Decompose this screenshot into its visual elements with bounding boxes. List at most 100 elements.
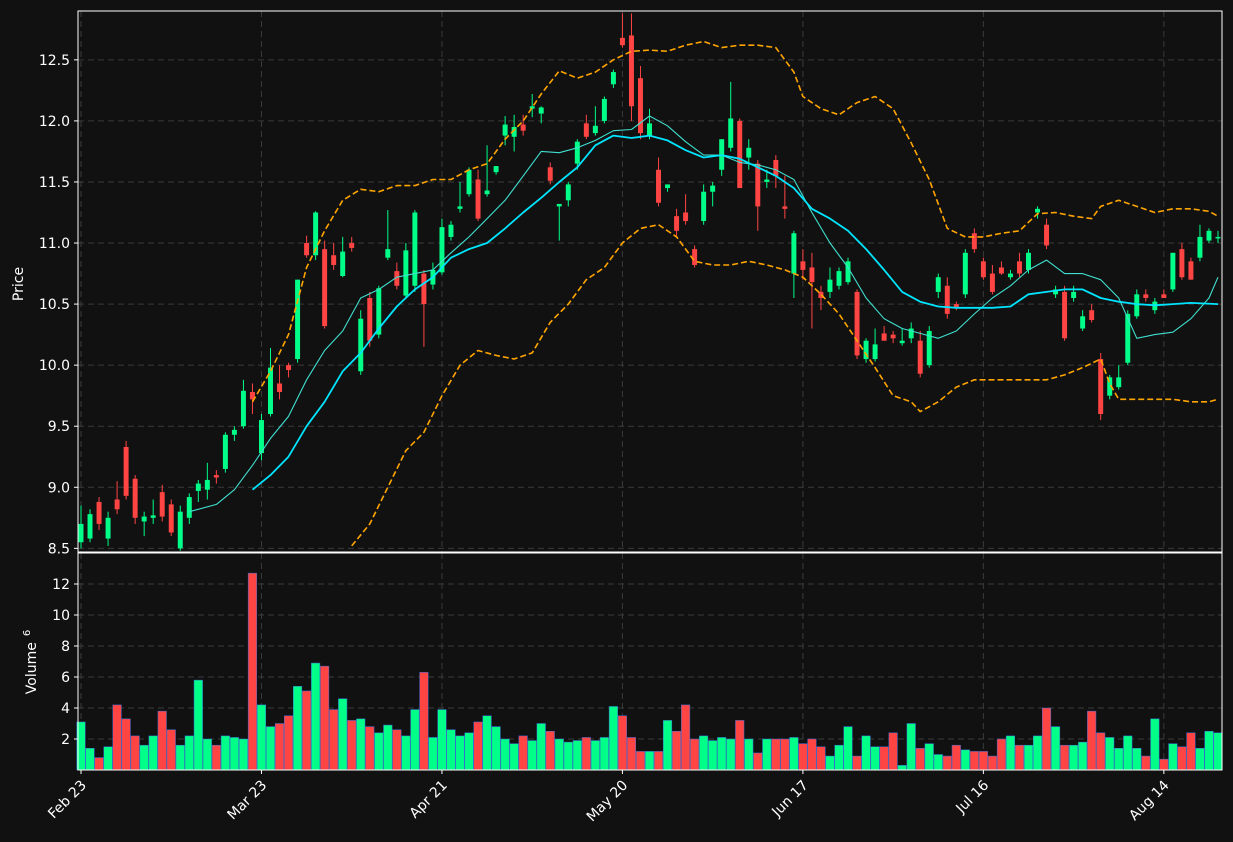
fast-moving-average bbox=[189, 115, 1219, 513]
volume-bar bbox=[1051, 726, 1061, 771]
candle-body bbox=[683, 212, 689, 222]
candle-body bbox=[953, 304, 959, 308]
upper-band bbox=[251, 40, 1219, 403]
volume-bar bbox=[1213, 732, 1223, 771]
candle-body bbox=[195, 483, 201, 491]
candle-body bbox=[854, 291, 860, 356]
volume-bar bbox=[112, 704, 122, 771]
candle-body bbox=[674, 216, 680, 231]
volume-bar bbox=[644, 751, 655, 771]
price-tick-label: 9.0 bbox=[48, 480, 70, 496]
volume-axis-label: Volume 6 bbox=[22, 630, 40, 694]
volume-bar bbox=[879, 746, 889, 771]
volume-bar bbox=[148, 735, 158, 771]
candle-body bbox=[971, 233, 977, 250]
candle-body bbox=[746, 147, 752, 158]
candle-body bbox=[989, 273, 995, 292]
volume-bar bbox=[789, 737, 799, 771]
volume-bar bbox=[302, 690, 312, 771]
volume-bar bbox=[293, 686, 303, 771]
candle-body bbox=[926, 330, 932, 366]
volume-bar bbox=[1150, 718, 1160, 771]
volume-bar bbox=[184, 735, 194, 771]
volume-bar bbox=[699, 735, 709, 771]
volume-bar bbox=[681, 704, 691, 771]
volume-bar bbox=[500, 738, 510, 771]
volume-bar bbox=[482, 715, 492, 771]
volume-bar bbox=[933, 754, 943, 771]
candle-body bbox=[150, 515, 156, 518]
candle-body bbox=[286, 365, 292, 371]
candle-body bbox=[1107, 377, 1113, 396]
candle-body bbox=[105, 517, 111, 539]
volume-bar bbox=[969, 751, 979, 771]
volume-bar bbox=[708, 740, 718, 771]
volume-bar bbox=[1023, 744, 1034, 771]
candle-body bbox=[547, 167, 553, 181]
candle-body bbox=[1215, 236, 1221, 239]
candle-body bbox=[240, 390, 246, 427]
volume-bar bbox=[265, 726, 276, 771]
volume-bar bbox=[401, 735, 411, 771]
price-tick-label: 11.0 bbox=[39, 236, 70, 252]
volume-bar bbox=[771, 738, 781, 771]
candle-body bbox=[1044, 224, 1050, 246]
price-axis-label: Price bbox=[11, 267, 27, 301]
candle-body bbox=[1062, 291, 1068, 339]
volume-bar bbox=[1087, 710, 1097, 771]
volume-bar bbox=[1168, 743, 1178, 771]
volume-bar bbox=[663, 720, 673, 771]
volume-bar bbox=[175, 744, 185, 771]
candle-body bbox=[213, 475, 219, 478]
volume-bar bbox=[843, 726, 853, 771]
volume-bar bbox=[590, 740, 600, 771]
candle-body bbox=[493, 166, 499, 173]
volume-bar bbox=[834, 744, 844, 771]
candle-body bbox=[1188, 261, 1194, 280]
candle-body bbox=[800, 261, 806, 270]
volume-bar bbox=[915, 748, 925, 771]
volume-bar bbox=[473, 721, 483, 771]
volume-axis-label-text: Volume bbox=[24, 642, 40, 694]
candle-body bbox=[231, 429, 237, 435]
volume-bar bbox=[356, 718, 366, 771]
volume-bar bbox=[130, 735, 140, 771]
candle-body bbox=[277, 383, 283, 393]
volume-bar bbox=[924, 743, 934, 771]
candle-body bbox=[1206, 230, 1212, 241]
candle-body bbox=[583, 123, 589, 137]
candle-body bbox=[511, 127, 517, 137]
volume-bar bbox=[383, 724, 393, 771]
volume-bar bbox=[455, 735, 465, 771]
candle-body bbox=[367, 297, 373, 341]
candle-body bbox=[692, 249, 698, 266]
candle-body bbox=[1098, 359, 1104, 415]
candle-body bbox=[827, 279, 833, 292]
volume-bar bbox=[626, 737, 636, 771]
price-tick-label: 10.5 bbox=[39, 297, 70, 313]
volume-bar bbox=[202, 738, 212, 771]
candle-body bbox=[601, 98, 607, 121]
price-panel-frame bbox=[77, 10, 1223, 553]
candle-body bbox=[1026, 252, 1031, 270]
volume-bar bbox=[419, 672, 429, 771]
candle-body bbox=[728, 118, 734, 148]
volume-bar bbox=[536, 723, 546, 771]
candle-body bbox=[349, 243, 355, 248]
volume-bar bbox=[1105, 737, 1115, 771]
candle-body bbox=[304, 243, 310, 256]
candle-body bbox=[881, 333, 887, 341]
volume-bar bbox=[193, 679, 203, 771]
candle-body bbox=[917, 340, 923, 374]
candle-body bbox=[845, 261, 851, 283]
volume-bar bbox=[428, 737, 438, 771]
volume-bar bbox=[870, 746, 880, 771]
volume-bar bbox=[744, 738, 754, 771]
volume-bar bbox=[1204, 731, 1214, 771]
candle-body bbox=[1089, 310, 1095, 320]
volume-bar bbox=[572, 740, 582, 771]
volume-bar bbox=[1078, 741, 1088, 771]
volume-bar bbox=[735, 720, 745, 771]
volume-bar bbox=[726, 738, 736, 771]
volume-bar bbox=[527, 740, 537, 771]
